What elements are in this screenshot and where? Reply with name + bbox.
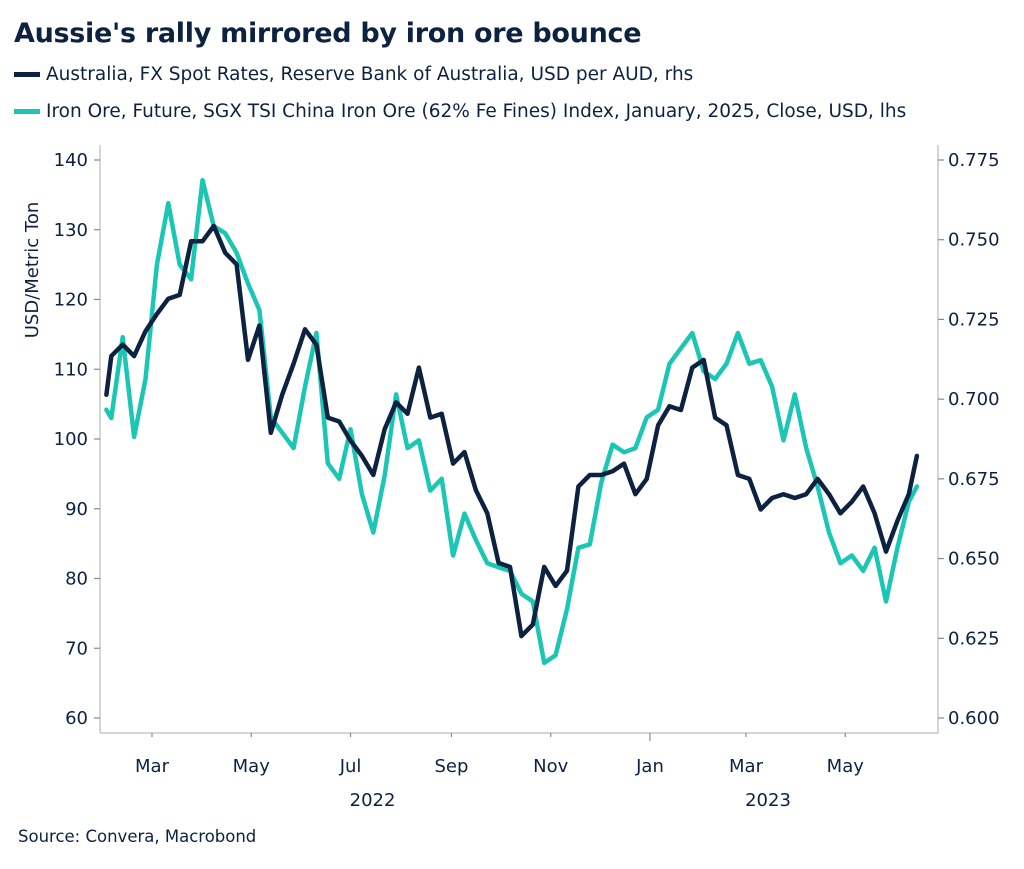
y-left-tick-label: 140: [54, 150, 88, 171]
y-right-tick-label: 0.750: [948, 230, 1000, 251]
x-tick-label: May: [827, 756, 865, 777]
y-right-tick-label: 0.600: [948, 708, 1000, 729]
x-tick-label: Sep: [434, 756, 468, 777]
x-tick-label: Nov: [533, 756, 568, 777]
y-left-tick-label: 70: [65, 638, 88, 659]
y-left-tick-label: 80: [65, 569, 88, 590]
y-right-tick-label: 0.700: [948, 389, 1000, 410]
legend-label-iron-ore: Iron Ore, Future, SGX TSI China Iron Ore…: [46, 101, 907, 122]
y-left-tick-label: 60: [65, 708, 88, 729]
x-tick-label: Mar: [729, 756, 764, 777]
y-left-tick-label: 130: [54, 220, 88, 241]
y-right-tick-label: 0.625: [948, 628, 1000, 649]
y-left-tick-label: 110: [54, 359, 88, 380]
source-note: Source: Convera, Macrobond: [18, 827, 257, 846]
y-right-tick-label: 0.650: [948, 549, 1000, 570]
x-tick-label: May: [233, 756, 271, 777]
y-left-tick-label: 120: [54, 290, 88, 311]
y-right-tick-label: 0.675: [948, 469, 1000, 490]
legend-item-iron-ore: Iron Ore, Future, SGX TSI China Iron Ore…: [14, 101, 906, 122]
chart-title: Aussie's rally mirrored by iron ore boun…: [14, 18, 642, 49]
y-left-axis-title: USD/Metric Ton: [22, 202, 43, 339]
legend-item-aud: Australia, FX Spot Rates, Reserve Bank o…: [14, 64, 693, 85]
y-right-tick-label: 0.725: [948, 309, 1000, 330]
legend-label-aud: Australia, FX Spot Rates, Reserve Bank o…: [46, 64, 694, 85]
x-tick-label: Mar: [135, 756, 170, 777]
legend-swatch-aud: [14, 72, 40, 77]
y-left-tick-label: 100: [54, 429, 88, 450]
legend-swatch-iron-ore: [14, 109, 40, 114]
x-tick-label: Jul: [339, 756, 362, 777]
y-left-tick-label: 90: [65, 499, 88, 520]
x-tick-label: Jan: [635, 756, 664, 777]
series-line-aud: [104, 223, 920, 639]
x-year-label: 2022: [350, 790, 396, 811]
y-right-tick-label: 0.775: [948, 150, 1000, 171]
x-year-label: 2023: [745, 790, 791, 811]
